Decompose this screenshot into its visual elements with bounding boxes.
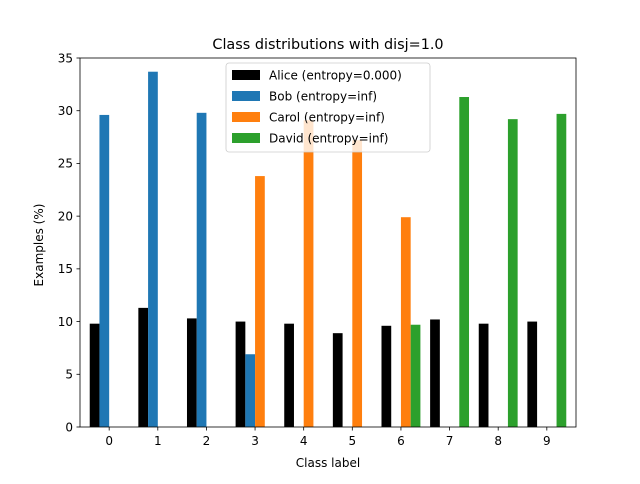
bar-series-2-category-3	[255, 176, 265, 427]
axes-layer: 0 1 2 3 4 5 6 7 8 9 0 5 10 15 20 25 30 35	[58, 51, 577, 448]
bar-series-0-category-1	[138, 307, 149, 427]
y-tick-label: 5	[65, 368, 73, 382]
chart-title: Class distributions with disj=1.0	[212, 37, 443, 53]
bar-series-0-category-4	[284, 323, 294, 427]
bar-series-3-category-8	[507, 119, 518, 428]
legend-label: Bob (entropy=inf)	[269, 90, 377, 104]
y-tick-label: 25	[58, 157, 73, 171]
x-tick-label: 4	[300, 434, 308, 448]
bar-series-1-category-2	[196, 112, 207, 427]
bar-series-3-category-9	[556, 113, 567, 427]
y-axis-label: Examples (%)	[32, 204, 46, 287]
legend-label: David (entropy=inf)	[269, 132, 388, 146]
x-tick-label: 7	[446, 434, 454, 448]
legend: Alice (entropy=0.000) Bob (entropy=inf) Ca…	[225, 62, 431, 153]
plot-frame	[79, 57, 577, 428]
y-tick-label: 20	[58, 209, 73, 223]
legend-swatch	[232, 133, 260, 143]
bar-series-1-category-0	[99, 114, 110, 428]
y-tick-label: 0	[65, 420, 73, 434]
bar-series-3-category-6	[410, 324, 421, 427]
x-tick-label: 9	[543, 434, 551, 448]
bar-series-1-category-1	[148, 71, 158, 428]
bar-series-3-category-7	[459, 97, 470, 427]
bar-series-0-category-9	[527, 321, 538, 427]
bar-series-0-category-2	[186, 318, 197, 427]
x-tick-label: 5	[348, 434, 356, 448]
bar-series-0-category-5	[332, 333, 343, 427]
bar-series-2-category-5	[352, 140, 363, 428]
bar-series-2-category-6	[400, 217, 411, 427]
y-tick-label: 35	[58, 51, 73, 65]
x-axis-label: Class label	[296, 456, 360, 470]
bar-series-0-category-3	[235, 321, 246, 427]
x-tick-label: 3	[251, 434, 259, 448]
legend-label: Carol (entropy=inf)	[269, 111, 385, 125]
x-tick-label: 6	[397, 434, 405, 448]
legend-swatch	[232, 70, 260, 80]
legend-swatch	[232, 112, 260, 122]
legend-swatch	[232, 91, 260, 101]
legend-label: Alice (entropy=0.000)	[269, 69, 402, 83]
x-tick-label: 2	[203, 434, 211, 448]
y-tick-label: 15	[58, 262, 73, 276]
legend-box	[225, 62, 431, 153]
bar-series-0-category-6	[381, 325, 392, 427]
x-tick-label: 8	[494, 434, 502, 448]
x-tick-label: 1	[154, 434, 162, 448]
y-tick-label: 10	[58, 315, 73, 329]
bar-series-0-category-8	[478, 323, 489, 427]
bar-series-2-category-4	[303, 120, 314, 427]
bars-layer	[89, 71, 567, 428]
bar-series-0-category-7	[430, 319, 440, 427]
bar-series-1-category-3	[245, 354, 256, 427]
y-tick-label: 30	[58, 104, 73, 118]
bar-series-0-category-0	[89, 323, 100, 427]
x-tick-label: 0	[105, 434, 113, 448]
